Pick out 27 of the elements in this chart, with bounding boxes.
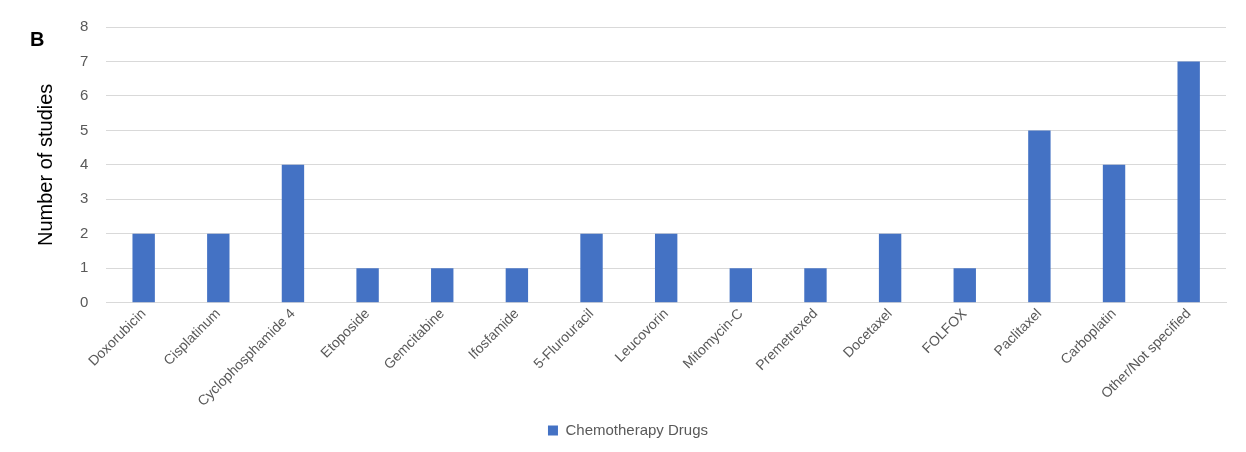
bar — [356, 268, 379, 303]
bar — [1102, 164, 1126, 303]
bar — [654, 233, 678, 303]
y-tick-label: 7 — [80, 51, 89, 69]
y-tick-label: 2 — [80, 223, 89, 241]
y-axis-title: Number of studies — [33, 83, 56, 246]
bar — [580, 233, 603, 303]
y-tick-label: 0 — [80, 292, 89, 310]
y-tick-label: 5 — [80, 120, 89, 138]
bar — [1028, 130, 1051, 303]
y-tick-label: 6 — [80, 86, 89, 104]
y-tick-label: 4 — [80, 154, 89, 172]
bar — [505, 268, 529, 303]
bar — [729, 268, 753, 303]
bar — [132, 233, 155, 303]
y-tick-label: 1 — [80, 258, 89, 276]
legend-label: Chemotherapy Drugs — [565, 420, 709, 438]
bar — [804, 268, 827, 303]
bar — [1177, 61, 1200, 303]
bar — [431, 268, 454, 303]
y-tick-label: 8 — [80, 17, 89, 35]
bar — [207, 233, 230, 303]
bar — [281, 164, 305, 303]
chart-title: B — [30, 27, 45, 50]
y-tick-label: 3 — [80, 189, 89, 207]
bar — [878, 233, 902, 303]
bar — [953, 268, 976, 303]
